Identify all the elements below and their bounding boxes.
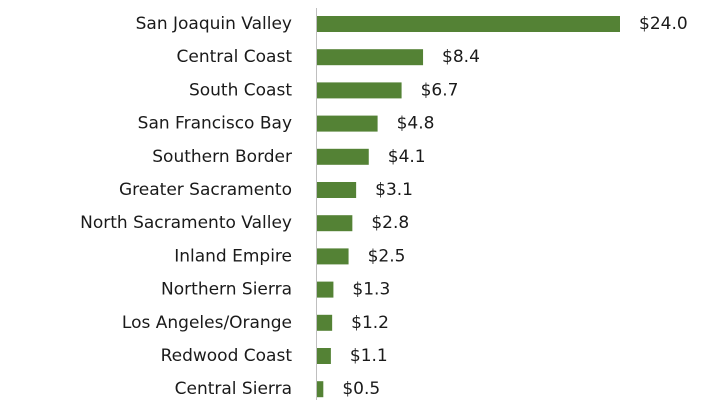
bar [317,182,357,198]
category-label: San Joaquin Valley [136,14,292,34]
value-label: $4.1 [388,147,426,167]
value-label: $2.8 [371,213,409,233]
value-label: $3.1 [375,180,413,200]
value-label: $1.1 [350,346,388,366]
category-label: Central Sierra [175,379,292,399]
value-label: $4.8 [397,114,435,134]
bar [317,115,378,132]
bar [317,148,369,165]
value-label: $24.0 [639,14,688,34]
bar [317,215,353,232]
value-label: $8.4 [442,47,480,67]
value-label: $1.2 [351,313,389,333]
category-label: Central Coast [176,47,292,67]
bar [317,348,331,364]
bar [317,49,424,66]
category-label: Los Angeles/Orange [122,313,292,333]
value-label: $6.7 [421,80,459,100]
value-label: $0.5 [342,379,380,399]
category-label: Greater Sacramento [119,180,292,200]
bar [317,314,333,331]
category-label: Northern Sierra [161,280,292,300]
value-label: $2.5 [368,246,406,266]
category-label: South Coast [189,80,292,100]
category-label: Southern Border [152,147,292,167]
bar [317,248,349,265]
bar [317,16,620,32]
bar [317,82,402,99]
value-label: $1.3 [352,280,390,300]
category-label: San Francisco Bay [138,114,292,134]
category-label: North Sacramento Valley [80,213,292,233]
category-label: Inland Empire [174,246,292,266]
bar [317,281,334,298]
bar [317,381,324,398]
category-label: Redwood Coast [161,346,293,366]
